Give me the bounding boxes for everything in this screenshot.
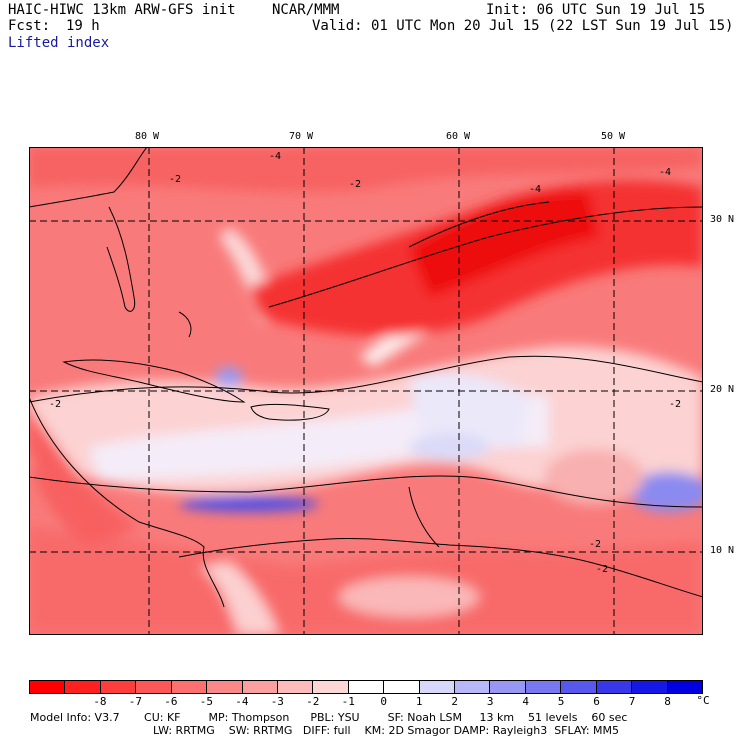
map-frame <box>29 147 703 635</box>
contour-label: -2 <box>349 179 361 190</box>
colorbar-tick-label: -8 <box>93 695 107 708</box>
colorbar-tick-label: 8 <box>664 695 671 708</box>
lat-label-20n: 20 N <box>710 384 735 395</box>
contour-label: -2 <box>669 399 681 410</box>
field-name: Lifted index <box>8 35 110 51</box>
contour-label: -4 <box>659 167 671 178</box>
lifted-index-map: -2 -2 -2 -4 -4 -4 -2 -2 -2 <box>29 147 703 635</box>
colorbar-tick-label: -4 <box>235 695 249 708</box>
lon-label-80w: 80 W <box>135 131 160 142</box>
colorbar-swatch <box>170 681 207 693</box>
contour-label: -2 <box>589 539 601 550</box>
colorbar-swatch <box>595 681 632 693</box>
colorbar-tick-label: 6 <box>593 695 600 708</box>
colorbar-swatch <box>666 681 703 693</box>
colorbar-swatch <box>418 681 455 693</box>
colorbar-labels: -8 -7 -6 -5 -4 -3 -2 -1 0 1 2 3 4 5 6 7 8 <box>29 696 703 708</box>
colorbar-tick-label: -2 <box>306 695 320 708</box>
colorbar-swatch <box>631 681 667 693</box>
colorbar-swatch <box>347 681 384 693</box>
colorbar-swatch <box>206 681 242 693</box>
colorbar <box>29 680 703 694</box>
footer-line-2: LW: RRTMG SW: RRTMG DIFF: full KM: 2D Sm… <box>153 724 619 737</box>
colorbar-tick-label: 0 <box>380 695 388 708</box>
colorbar-tick-label: 4 <box>522 695 529 708</box>
colorbar-swatch <box>524 681 561 693</box>
colorbar-tick-label: -7 <box>128 695 143 708</box>
forecast-label: Fcst: <box>8 18 51 34</box>
lon-label-60w: 60 W <box>446 131 471 142</box>
colorbar-tick-label: 1 <box>415 695 423 708</box>
colorbar-tick-label: 7 <box>628 695 636 708</box>
lat-label-10n: 10 N <box>710 545 735 556</box>
map-gridlines <box>29 147 703 635</box>
footer-line-1: Model Info: V3.7 CU: KF MP: Thompson PBL… <box>30 711 628 724</box>
colorbar-tick-label: 5 <box>557 695 565 708</box>
lon-label-70w: 70 W <box>289 131 314 142</box>
lat-label-30n: 30 N <box>710 214 735 225</box>
colorbar-swatch <box>64 681 100 693</box>
colorbar-swatch <box>454 681 490 693</box>
colorbar-unit: °C <box>696 694 710 707</box>
colorbar-swatch <box>276 681 313 693</box>
coastlines <box>29 147 703 608</box>
contour-label: -4 <box>269 151 281 162</box>
colorbar-tick-label: -5 <box>199 695 213 708</box>
contour-label: -4 <box>529 184 541 195</box>
contour-label: -2 <box>596 564 608 575</box>
colorbar-swatch <box>383 681 419 693</box>
colorbar-swatch <box>135 681 171 693</box>
colorbar-swatch <box>30 681 65 693</box>
contour-lines <box>29 201 703 508</box>
contour-label: -2 <box>169 174 181 185</box>
colorbar-swatch <box>99 681 136 693</box>
colorbar-tick-label: -1 <box>341 695 355 708</box>
valid-time: Valid: 01 UTC Mon 20 Jul 15 (22 LST Sun … <box>312 18 734 34</box>
colorbar-swatch <box>489 681 525 693</box>
lon-label-50w: 50 W <box>601 131 626 142</box>
model-title: HAIC-HIWC 13km ARW-GFS init <box>8 2 236 18</box>
colorbar-swatch <box>560 681 596 693</box>
colorbar-tick-label: -6 <box>164 695 178 708</box>
colorbar-tick-label: 2 <box>451 695 458 708</box>
colorbar-swatch <box>312 681 348 693</box>
org-label: NCAR/MMM <box>272 2 340 18</box>
init-time: Init: 06 UTC Sun 19 Jul 15 <box>486 2 706 18</box>
colorbar-tick-label: -3 <box>270 695 284 708</box>
colorbar-tick-label: 3 <box>486 695 494 708</box>
colorbar-swatch <box>241 681 277 693</box>
forecast-hour: 19 h <box>66 18 100 34</box>
contour-label: -2 <box>49 399 61 410</box>
